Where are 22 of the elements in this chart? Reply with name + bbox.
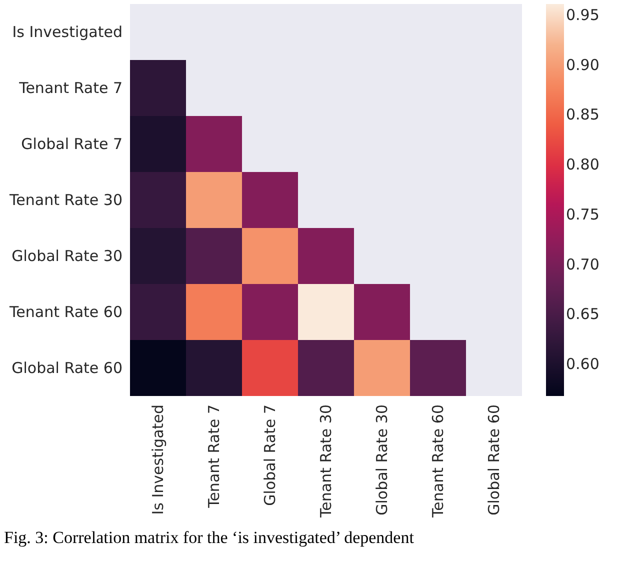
color-bar-label: 0.70 — [566, 255, 600, 274]
color-bar-label: 0.60 — [566, 355, 600, 374]
x-tick-label: Tenant Rate 30 — [317, 404, 335, 518]
color-bar-label: 0.65 — [566, 305, 600, 324]
x-tick-label: Tenant Rate 60 — [429, 404, 447, 518]
y-tick-label: Tenant Rate 60 — [8, 303, 122, 321]
y-tick-label: Tenant Rate 7 — [18, 79, 122, 97]
color-bar-label: 0.90 — [566, 56, 600, 74]
color-bar-label: 0.75 — [566, 205, 600, 224]
x-tick-label: Tenant Rate 7 — [205, 404, 223, 509]
y-tick-label: Global Rate 30 — [12, 247, 122, 265]
x-tick-label: Global Rate 30 — [373, 404, 391, 516]
caption: Fig. 3: Correlation matrix for the ‘is investigated’ dependent — [4, 528, 415, 548]
color-bar-label: 0.95 — [566, 6, 600, 24]
y-tick-label: Tenant Rate 30 — [8, 191, 122, 209]
y-tick-label: Is Investigated — [12, 23, 122, 41]
color-bar-label: 0.80 — [566, 156, 600, 174]
y-tick-label: Global Rate 7 — [21, 135, 122, 153]
color-bar-label: 0.85 — [566, 106, 600, 124]
x-tick-label: Global Rate 60 — [485, 404, 503, 516]
y-tick-label: Global Rate 60 — [12, 359, 122, 377]
x-tick-label: Global Rate 7 — [261, 404, 279, 506]
